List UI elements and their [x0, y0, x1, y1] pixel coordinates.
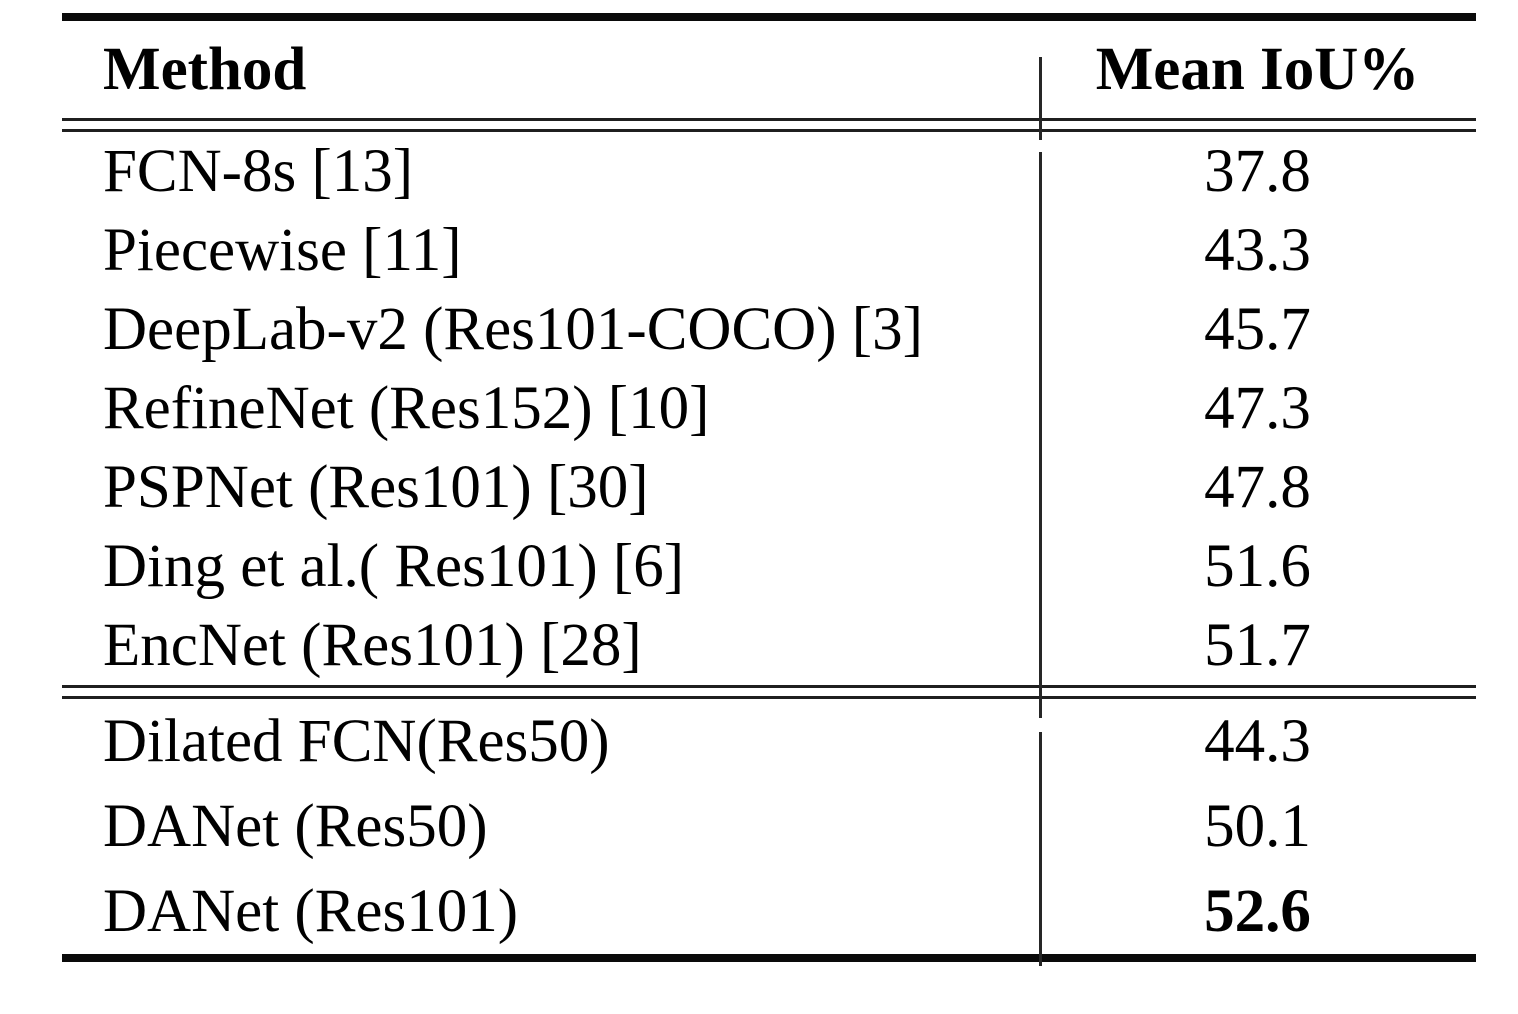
table-row: EncNet (Res101) [28] 51.7 [62, 606, 1476, 685]
bottom-rule [62, 954, 1476, 962]
column-divider [1039, 152, 1042, 718]
value-cell: 47.8 [1204, 453, 1311, 521]
value-cell: 37.8 [1204, 137, 1311, 205]
best-value-cell: 52.6 [1204, 877, 1311, 945]
value-cell: 47.3 [1204, 374, 1311, 442]
column-header-mean-iou: Mean IoU% [1095, 35, 1420, 103]
method-cell: Piecewise [11] [103, 216, 462, 284]
column-header-method: Method [103, 35, 307, 103]
table-row: PSPNet (Res101) [30] 47.8 [62, 448, 1476, 527]
column-divider [1039, 57, 1042, 140]
published-methods-section: FCN-8s [13] 37.8 Piecewise [11] 43.3 Dee… [62, 132, 1476, 685]
top-rule [62, 13, 1476, 21]
table-row: Ding et al.( Res101) [6] 51.6 [62, 527, 1476, 606]
table-row: DeepLab-v2 (Res101-COCO) [3] 45.7 [62, 290, 1476, 369]
method-cell: Dilated FCN(Res50) [103, 707, 610, 775]
method-cell: DeepLab-v2 (Res101-COCO) [3] [103, 295, 923, 363]
value-cell: 45.7 [1204, 295, 1311, 363]
header-separator-double-rule [62, 118, 1476, 132]
method-cell: DANet (Res50) [103, 792, 488, 860]
method-cell: PSPNet (Res101) [30] [103, 453, 649, 521]
results-table: Method Mean IoU% FCN-8s [13] 37.8 Piecew… [62, 13, 1476, 966]
method-cell: DANet (Res101) [103, 877, 519, 945]
method-cell: Ding et al.( Res101) [6] [103, 532, 685, 600]
value-cell: 51.7 [1204, 611, 1311, 679]
method-cell: RefineNet (Res152) [10] [103, 374, 710, 442]
value-cell: 43.3 [1204, 216, 1311, 284]
value-cell: 51.6 [1204, 532, 1311, 600]
table-row: Piecewise [11] 43.3 [62, 211, 1476, 290]
table-row: FCN-8s [13] 37.8 [62, 132, 1476, 211]
value-cell: 50.1 [1204, 792, 1311, 860]
table-row: Dilated FCN(Res50) 44.3 [62, 699, 1476, 784]
table-header-row: Method Mean IoU% [62, 21, 1476, 118]
column-divider [1039, 732, 1042, 966]
danet-methods-section: Dilated FCN(Res50) 44.3 DANet (Res50) 50… [62, 699, 1476, 954]
method-cell: EncNet (Res101) [28] [103, 611, 642, 679]
section-separator-double-rule [62, 685, 1476, 699]
value-cell: 44.3 [1204, 707, 1311, 775]
table-row: DANet (Res101) 52.6 [62, 869, 1476, 954]
table-row: DANet (Res50) 50.1 [62, 784, 1476, 869]
table-row: RefineNet (Res152) [10] 47.3 [62, 369, 1476, 448]
method-cell: FCN-8s [13] [103, 137, 414, 205]
